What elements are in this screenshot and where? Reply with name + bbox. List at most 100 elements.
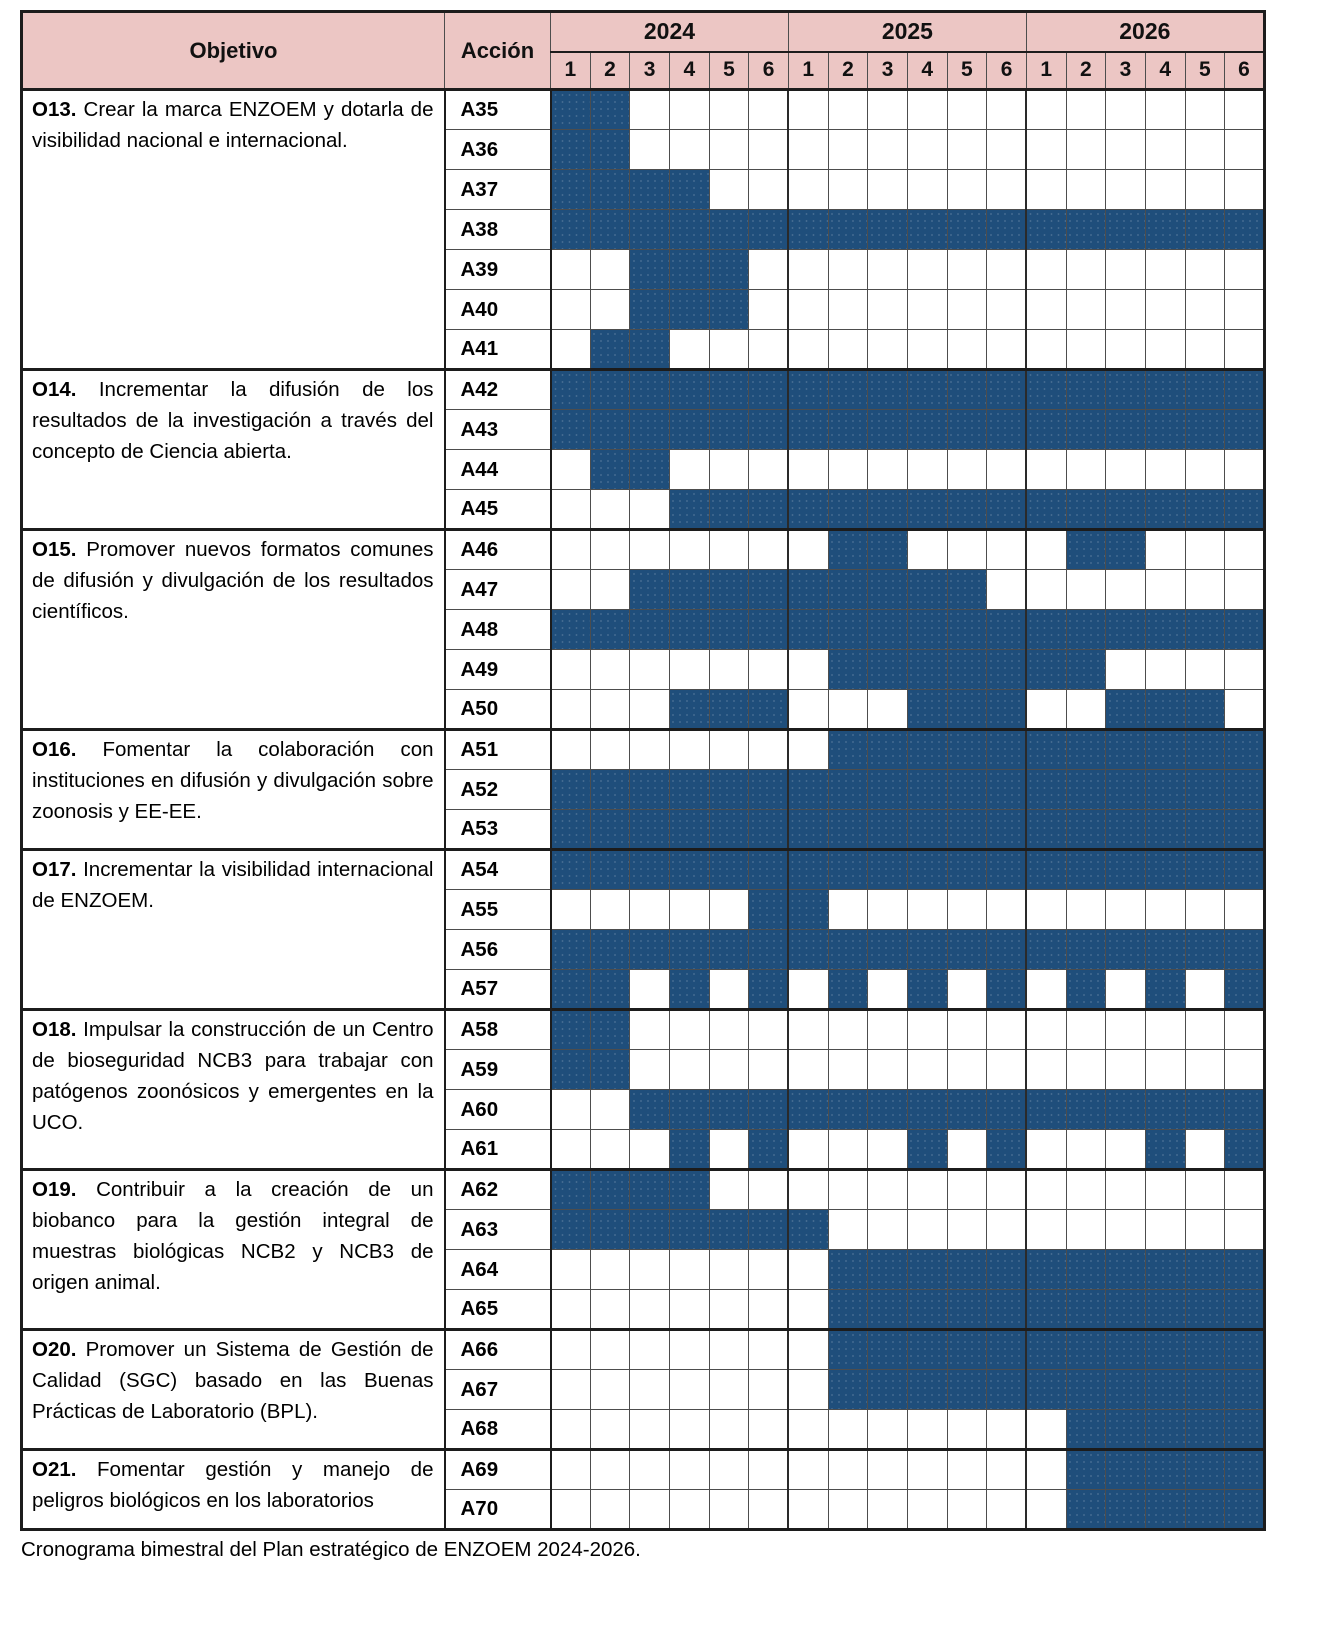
- gantt-cell-A69-9-empty: [867, 1448, 908, 1490]
- gantt-cell-A59-1-filled: [550, 1049, 591, 1090]
- gantt-cell-A66-11-filled: [946, 1328, 988, 1370]
- gantt-cell-A46-16-empty: [1144, 528, 1186, 570]
- gantt-cell-A36-6-empty: [748, 129, 789, 170]
- gantt-cell-A58-17-empty: [1184, 1008, 1226, 1050]
- gantt-cell-A70-17-filled: [1184, 1489, 1226, 1530]
- gantt-cell-A58-1-filled: [550, 1008, 591, 1050]
- gantt-cell-A37-2-filled: [589, 169, 631, 210]
- gantt-cell-A52-5-filled: [708, 769, 750, 810]
- gantt-cell-A44-10-empty: [906, 449, 948, 490]
- gantt-cell-A58-14-empty: [1065, 1008, 1107, 1050]
- gantt-cell-A38-18-filled: [1224, 209, 1265, 250]
- gantt-cell-A68-8-empty: [827, 1409, 869, 1450]
- gantt-cell-A41-4-empty: [668, 329, 710, 370]
- gantt-cell-A65-13-filled: [1025, 1289, 1067, 1330]
- gantt-cell-A65-11-filled: [946, 1289, 988, 1330]
- gantt-cell-A35-15-empty: [1105, 88, 1146, 130]
- gantt-cell-A57-6-filled: [748, 969, 789, 1010]
- gantt-cell-A54-6-filled: [748, 848, 789, 890]
- action-row-A54: O17. Incrementar la visibilidad internac…: [20, 848, 1265, 1010]
- bimonth-header-2024-6: 6: [748, 51, 789, 91]
- gantt-cell-A39-3-filled: [629, 249, 670, 290]
- gantt-cell-A65-3-empty: [629, 1289, 670, 1330]
- gantt-cell-A56-9-filled: [867, 929, 908, 970]
- gantt-cell-A51-18-filled: [1224, 728, 1265, 770]
- gantt-cell-A49-16-empty: [1144, 649, 1186, 690]
- gantt-cell-A70-7-empty: [787, 1489, 829, 1530]
- gantt-cell-A55-18-empty: [1224, 889, 1265, 930]
- gantt-cell-A52-13-filled: [1025, 769, 1067, 810]
- gantt-cell-A65-10-filled: [906, 1289, 948, 1330]
- gantt-cell-A69-6-empty: [748, 1448, 789, 1490]
- gantt-cell-A55-10-empty: [906, 889, 948, 930]
- gantt-cell-A36-7-empty: [787, 129, 829, 170]
- gantt-cell-A59-18-empty: [1224, 1049, 1265, 1090]
- gantt-cell-A44-14-empty: [1065, 449, 1107, 490]
- gantt-cell-A68-7-empty: [787, 1409, 829, 1450]
- action-cell-A58: A58: [444, 1008, 552, 1050]
- gantt-cell-A48-18-filled: [1224, 609, 1265, 650]
- gantt-cell-A67-1-empty: [550, 1369, 591, 1410]
- gantt-cell-A55-13-empty: [1025, 889, 1067, 930]
- gantt-cell-A49-15-empty: [1105, 649, 1146, 690]
- gantt-cell-A47-14-empty: [1065, 569, 1107, 610]
- gantt-cell-A55-2-empty: [589, 889, 631, 930]
- gantt-cell-A40-11-empty: [946, 289, 988, 330]
- gantt-cell-A50-4-filled: [668, 689, 710, 730]
- gantt-cell-A62-3-filled: [629, 1168, 670, 1210]
- action-row-A48: A48: [22, 609, 1265, 650]
- action-cell-A46: A46: [444, 528, 552, 570]
- gantt-cell-A68-10-empty: [906, 1409, 948, 1450]
- gantt-cell-A45-18-filled: [1224, 489, 1265, 530]
- gantt-cell-A64-10-filled: [906, 1249, 948, 1290]
- gantt-cell-A57-8-filled: [827, 969, 869, 1010]
- gantt-cell-A56-15-filled: [1105, 929, 1146, 970]
- gantt-cell-A35-7-empty: [787, 88, 829, 130]
- bimonth-header-2024-5: 5: [708, 51, 750, 91]
- gantt-cell-A68-11-empty: [946, 1409, 988, 1450]
- gantt-cell-A37-11-empty: [946, 169, 988, 210]
- gantt-cell-A61-12-filled: [986, 1129, 1027, 1170]
- gantt-cell-A47-12-empty: [986, 569, 1027, 610]
- gantt-cell-A51-12-filled: [986, 728, 1027, 770]
- gantt-cell-A66-17-filled: [1184, 1328, 1226, 1370]
- gantt-cell-A48-14-filled: [1065, 609, 1107, 650]
- gantt-cell-A36-9-empty: [867, 129, 908, 170]
- gantt-cell-A66-7-empty: [787, 1328, 829, 1370]
- gantt-cell-A54-2-filled: [589, 848, 631, 890]
- gantt-cell-A69-4-empty: [668, 1448, 710, 1490]
- gantt-cell-A38-17-filled: [1184, 209, 1226, 250]
- gantt-cell-A35-16-empty: [1144, 88, 1186, 130]
- gantt-cell-A43-1-filled: [550, 409, 591, 450]
- gantt-cell-A46-8-filled: [827, 528, 869, 570]
- gantt-cell-A67-2-empty: [589, 1369, 631, 1410]
- bimonth-header-2026-6: 6: [1224, 51, 1265, 91]
- gantt-cell-A67-13-filled: [1025, 1369, 1067, 1410]
- action-cell-A54: A54: [444, 848, 552, 890]
- gantt-cell-A53-11-filled: [946, 809, 988, 850]
- action-cell-A61: A61: [444, 1129, 552, 1170]
- gantt-cell-A43-14-filled: [1065, 409, 1107, 450]
- gantt-cell-A48-3-filled: [629, 609, 670, 650]
- gantt-cell-A56-11-filled: [946, 929, 988, 970]
- gantt-cell-A59-8-empty: [827, 1049, 869, 1090]
- gantt-cell-A50-9-empty: [867, 689, 908, 730]
- gantt-cell-A53-15-filled: [1105, 809, 1146, 850]
- gantt-cell-A40-10-empty: [906, 289, 948, 330]
- bimonth-header-2026-3: 3: [1105, 51, 1146, 91]
- gantt-cell-A47-9-filled: [867, 569, 908, 610]
- gantt-cell-A70-1-empty: [550, 1489, 591, 1530]
- gantt-cell-A46-18-empty: [1224, 528, 1265, 570]
- gantt-cell-A39-15-empty: [1105, 249, 1146, 290]
- gantt-cell-A37-3-filled: [629, 169, 670, 210]
- gantt-cell-A66-3-empty: [629, 1328, 670, 1370]
- objective-code: O17.: [32, 858, 77, 881]
- gantt-cell-A38-6-filled: [748, 209, 789, 250]
- gantt-cell-A49-4-empty: [668, 649, 710, 690]
- gantt-cell-A42-4-filled: [668, 368, 710, 410]
- gantt-cell-A41-6-empty: [748, 329, 789, 370]
- gantt-cell-A39-10-empty: [906, 249, 948, 290]
- action-row-A47: A47: [22, 569, 1265, 610]
- gantt-cell-A46-3-empty: [629, 528, 670, 570]
- gantt-cell-A59-11-empty: [946, 1049, 988, 1090]
